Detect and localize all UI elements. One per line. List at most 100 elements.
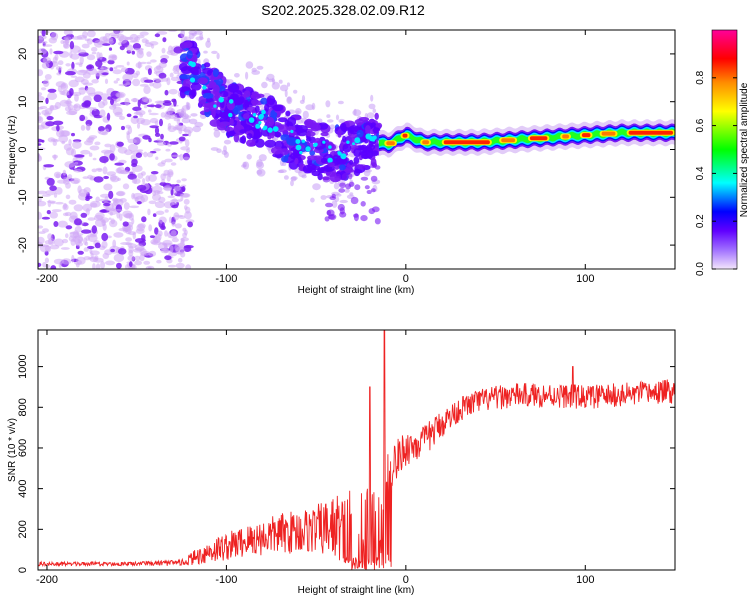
spectrogram-noise-blob: [167, 264, 177, 268]
spectrogram-noise-blob: [139, 113, 143, 118]
spectrogram-ridge-blob: [365, 125, 371, 134]
spectrogram-noise-blob: [136, 184, 147, 191]
spectrogram-noise-blob: [132, 136, 142, 144]
spectrogram-ridge-blob: [227, 83, 240, 93]
spectrogram-noise-blob: [131, 50, 135, 55]
spectrogram-noise-blob: [68, 199, 77, 205]
spectrogram-noise-blob: [125, 213, 132, 219]
spectrogram-noise-blob: [123, 202, 130, 210]
spectrogram-noise-blob: [74, 161, 79, 165]
spectrogram-core-red: [386, 141, 395, 146]
colorbar-tick-label: 0.0: [695, 262, 706, 276]
spectrogram-noise-blob: [125, 237, 132, 242]
spectrogram-noise-blob: [154, 227, 159, 235]
spectrogram-tail-blob: [327, 162, 336, 168]
spectrogram-ridge-blob: [307, 155, 318, 161]
spectrogram-noise-blob: [110, 248, 115, 253]
spectrogram-noise-blob: [70, 177, 81, 185]
spectrogram-scatter-blob: [295, 108, 302, 115]
spectrogram-noise-blob: [99, 156, 109, 163]
spectrogram-scatter-blob: [245, 71, 249, 80]
spectrogram-xtick-label: 100: [576, 273, 594, 285]
spectrogram-noise-blob: [129, 33, 139, 43]
spectrogram-noise-blob: [185, 264, 192, 269]
spectrogram-noise-blob: [52, 120, 64, 126]
spectrogram-ytick-label: -20: [17, 237, 29, 253]
spectrogram-noise-blob: [156, 141, 166, 146]
spectrogram-noise-blob: [167, 232, 172, 238]
spectrogram-noise-blob: [119, 116, 125, 120]
spectrogram-noise-blob: [49, 185, 57, 191]
spectrogram-scatter-blob: [349, 192, 354, 196]
spectrogram-noise-blob: [108, 190, 114, 200]
spectrogram-noise-blob: [106, 112, 111, 121]
spectrogram-noise-blob: [148, 109, 152, 113]
spectrogram-ridge-blob: [183, 41, 193, 49]
spectrogram-noise-blob: [180, 251, 186, 258]
spectrogram-noise-blob: [110, 98, 114, 106]
spectrogram-noise-blob: [163, 185, 173, 192]
spectrogram-noise-blob: [134, 244, 145, 251]
spectrogram-noise-blob: [134, 255, 141, 261]
spectrogram-noise-blob: [176, 118, 181, 125]
spectrogram-noise-blob: [143, 151, 148, 158]
snr-plot-area: [38, 330, 675, 570]
spectrogram-core-red: [422, 140, 429, 145]
spectrogram-noise-blob: [57, 220, 68, 228]
spectrogram-noise-blob: [127, 255, 135, 262]
spectrogram-noise-blob: [180, 146, 191, 151]
spectrogram-scatter-blob: [195, 36, 204, 41]
spectrogram-noise-blob: [118, 227, 128, 232]
spectrogram-noise-blob: [184, 205, 188, 210]
spectrogram-ridge-blob: [180, 66, 193, 75]
spectrogram-hotspot: [259, 113, 265, 119]
spectrogram-noise-blob: [131, 158, 138, 166]
spectrogram-scatter-blob: [335, 114, 340, 121]
spectrogram-hotspot: [202, 85, 207, 90]
spectrogram-ridge-blob: [246, 139, 256, 147]
spectrogram-noise-blob: [83, 140, 94, 146]
spectrogram-scatter-blob: [271, 81, 280, 90]
spectrogram-noise-blob: [147, 266, 152, 269]
spectrogram-noise-blob: [78, 87, 86, 90]
spectrogram-scatter-blob: [242, 161, 250, 170]
colorbar-ticks: 0.0 0.2 0.4 0.6 0.8: [695, 70, 737, 276]
spectrogram-ridge-blob: [266, 116, 275, 127]
spectrogram-noise-blob: [45, 97, 49, 105]
spectrogram-noise-blob: [160, 133, 164, 140]
spectrogram-noise-blob: [77, 185, 82, 194]
spectrogram-noise-blob: [38, 262, 42, 267]
spectrogram-noise-blob: [136, 122, 141, 129]
spectrogram-scatter-blob: [305, 104, 315, 111]
spectrogram-hotspot: [228, 112, 233, 118]
spectrogram-noise-blob: [162, 37, 167, 43]
spectrogram-noise-blob: [154, 126, 160, 135]
spectrogram-noise-blob: [126, 113, 132, 118]
spectrogram-ridge-blob: [264, 103, 270, 112]
spectrogram-tail-blob: [370, 188, 376, 193]
spectrogram-scatter-blob: [317, 118, 323, 123]
spectrogram-noise-blob: [134, 260, 143, 266]
snr-xlabel: Height of straight line (km): [298, 585, 415, 596]
spectrogram-noise-blob: [140, 119, 151, 126]
spectrogram-ridge-blob: [310, 164, 321, 171]
spectrogram-noise-blob: [168, 252, 178, 257]
colorbar-gradient: [712, 30, 737, 269]
spectrogram-ridge-blob: [372, 127, 381, 134]
snr-frame: [37, 329, 676, 571]
spectrogram-noise-blob: [151, 185, 163, 193]
spectrogram-noise-blob: [74, 218, 82, 226]
spectrogram-noise-blob: [150, 171, 159, 175]
spectrogram-noise-blob: [99, 198, 109, 202]
spectrogram-tail-blob: [353, 162, 360, 167]
spectrogram-noise-blob: [38, 143, 42, 146]
spectrogram-noise-blob: [87, 217, 96, 221]
spectrogram-ridge-blob: [356, 129, 364, 138]
spectrogram-noise-blob: [48, 237, 55, 246]
spectrogram-noise-blob: [79, 114, 86, 122]
spectrogram-hotspot: [313, 143, 317, 148]
spectrogram-scatter-blob: [258, 154, 267, 162]
spectrogram-ridge-blob: [191, 89, 197, 98]
spectrogram-noise-blob: [141, 234, 146, 242]
spectrogram-scatter-blob: [302, 110, 309, 119]
